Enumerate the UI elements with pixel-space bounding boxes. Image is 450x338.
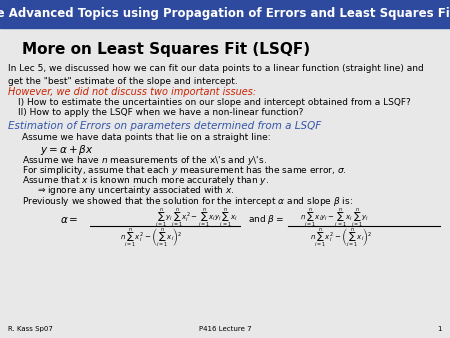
Text: For simplicity, assume that each $y$ measurement has the same error, $\sigma$.: For simplicity, assume that each $y$ mea… [22,164,346,177]
Text: Assume that $x$ is known much more accurately than $y$.: Assume that $x$ is known much more accur… [22,174,269,187]
Text: and $\beta =$: and $\beta =$ [248,214,284,226]
Text: 1: 1 [437,326,442,332]
Text: $\sum_{i=1}^{n} y_i \sum_{i=1}^{n} x_i^2 - \sum_{i=1}^{n} x_i y_i \sum_{i=1}^{n}: $\sum_{i=1}^{n} y_i \sum_{i=1}^{n} x_i^2… [155,207,238,229]
Text: Some Advanced Topics using Propagation of Errors and Least Squares Fitting: Some Advanced Topics using Propagation o… [0,7,450,21]
Text: More on Least Squares Fit (LSQF): More on Least Squares Fit (LSQF) [22,42,310,57]
Text: Estimation of Errors on parameters determined from a LSQF: Estimation of Errors on parameters deter… [8,121,321,131]
Text: I) How to estimate the uncertainties on our slope and intercept obtained from a : I) How to estimate the uncertainties on … [18,98,411,107]
Text: $\alpha =$: $\alpha =$ [60,215,78,225]
Text: $n\sum_{i=1}^{n} x_i^2 - \left(\sum_{i=1}^{n} x_i\right)^2$: $n\sum_{i=1}^{n} x_i^2 - \left(\sum_{i=1… [310,227,373,249]
Text: R. Kass Sp07: R. Kass Sp07 [8,326,53,332]
Text: $y = \alpha + \beta x$: $y = \alpha + \beta x$ [40,143,94,157]
Text: Assume we have data points that lie on a straight line:: Assume we have data points that lie on a… [22,133,270,142]
Bar [0,0,450,28]
Text: $n\sum_{i=1}^{n} x_i^2 - \left(\sum_{i=1}^{n} x_i\right)^2$: $n\sum_{i=1}^{n} x_i^2 - \left(\sum_{i=1… [120,227,183,249]
Text: $n\sum_{i=1}^{n} x_i y_i - \sum_{i=1}^{n} x_i \sum_{i=1}^{n} y_i$: $n\sum_{i=1}^{n} x_i y_i - \sum_{i=1}^{n… [300,207,369,229]
Text: However, we did not discuss two important issues:: However, we did not discuss two importan… [8,87,256,97]
Text: P416 Lecture 7: P416 Lecture 7 [199,326,251,332]
Text: Previously we showed that the solution for the intercept $\alpha$ and slope $\be: Previously we showed that the solution f… [22,195,353,208]
Text: In Lec 5, we discussed how we can fit our data points to a linear function (stra: In Lec 5, we discussed how we can fit ou… [8,64,424,86]
Text: II) How to apply the LSQF when we have a non-linear function?: II) How to apply the LSQF when we have a… [18,108,303,117]
Text: Assume we have $n$ measurements of the x\'s and $y$\'s.: Assume we have $n$ measurements of the x… [22,154,267,167]
Text: $\Rightarrow$ignore any uncertainty associated with $x$.: $\Rightarrow$ignore any uncertainty asso… [36,184,235,197]
